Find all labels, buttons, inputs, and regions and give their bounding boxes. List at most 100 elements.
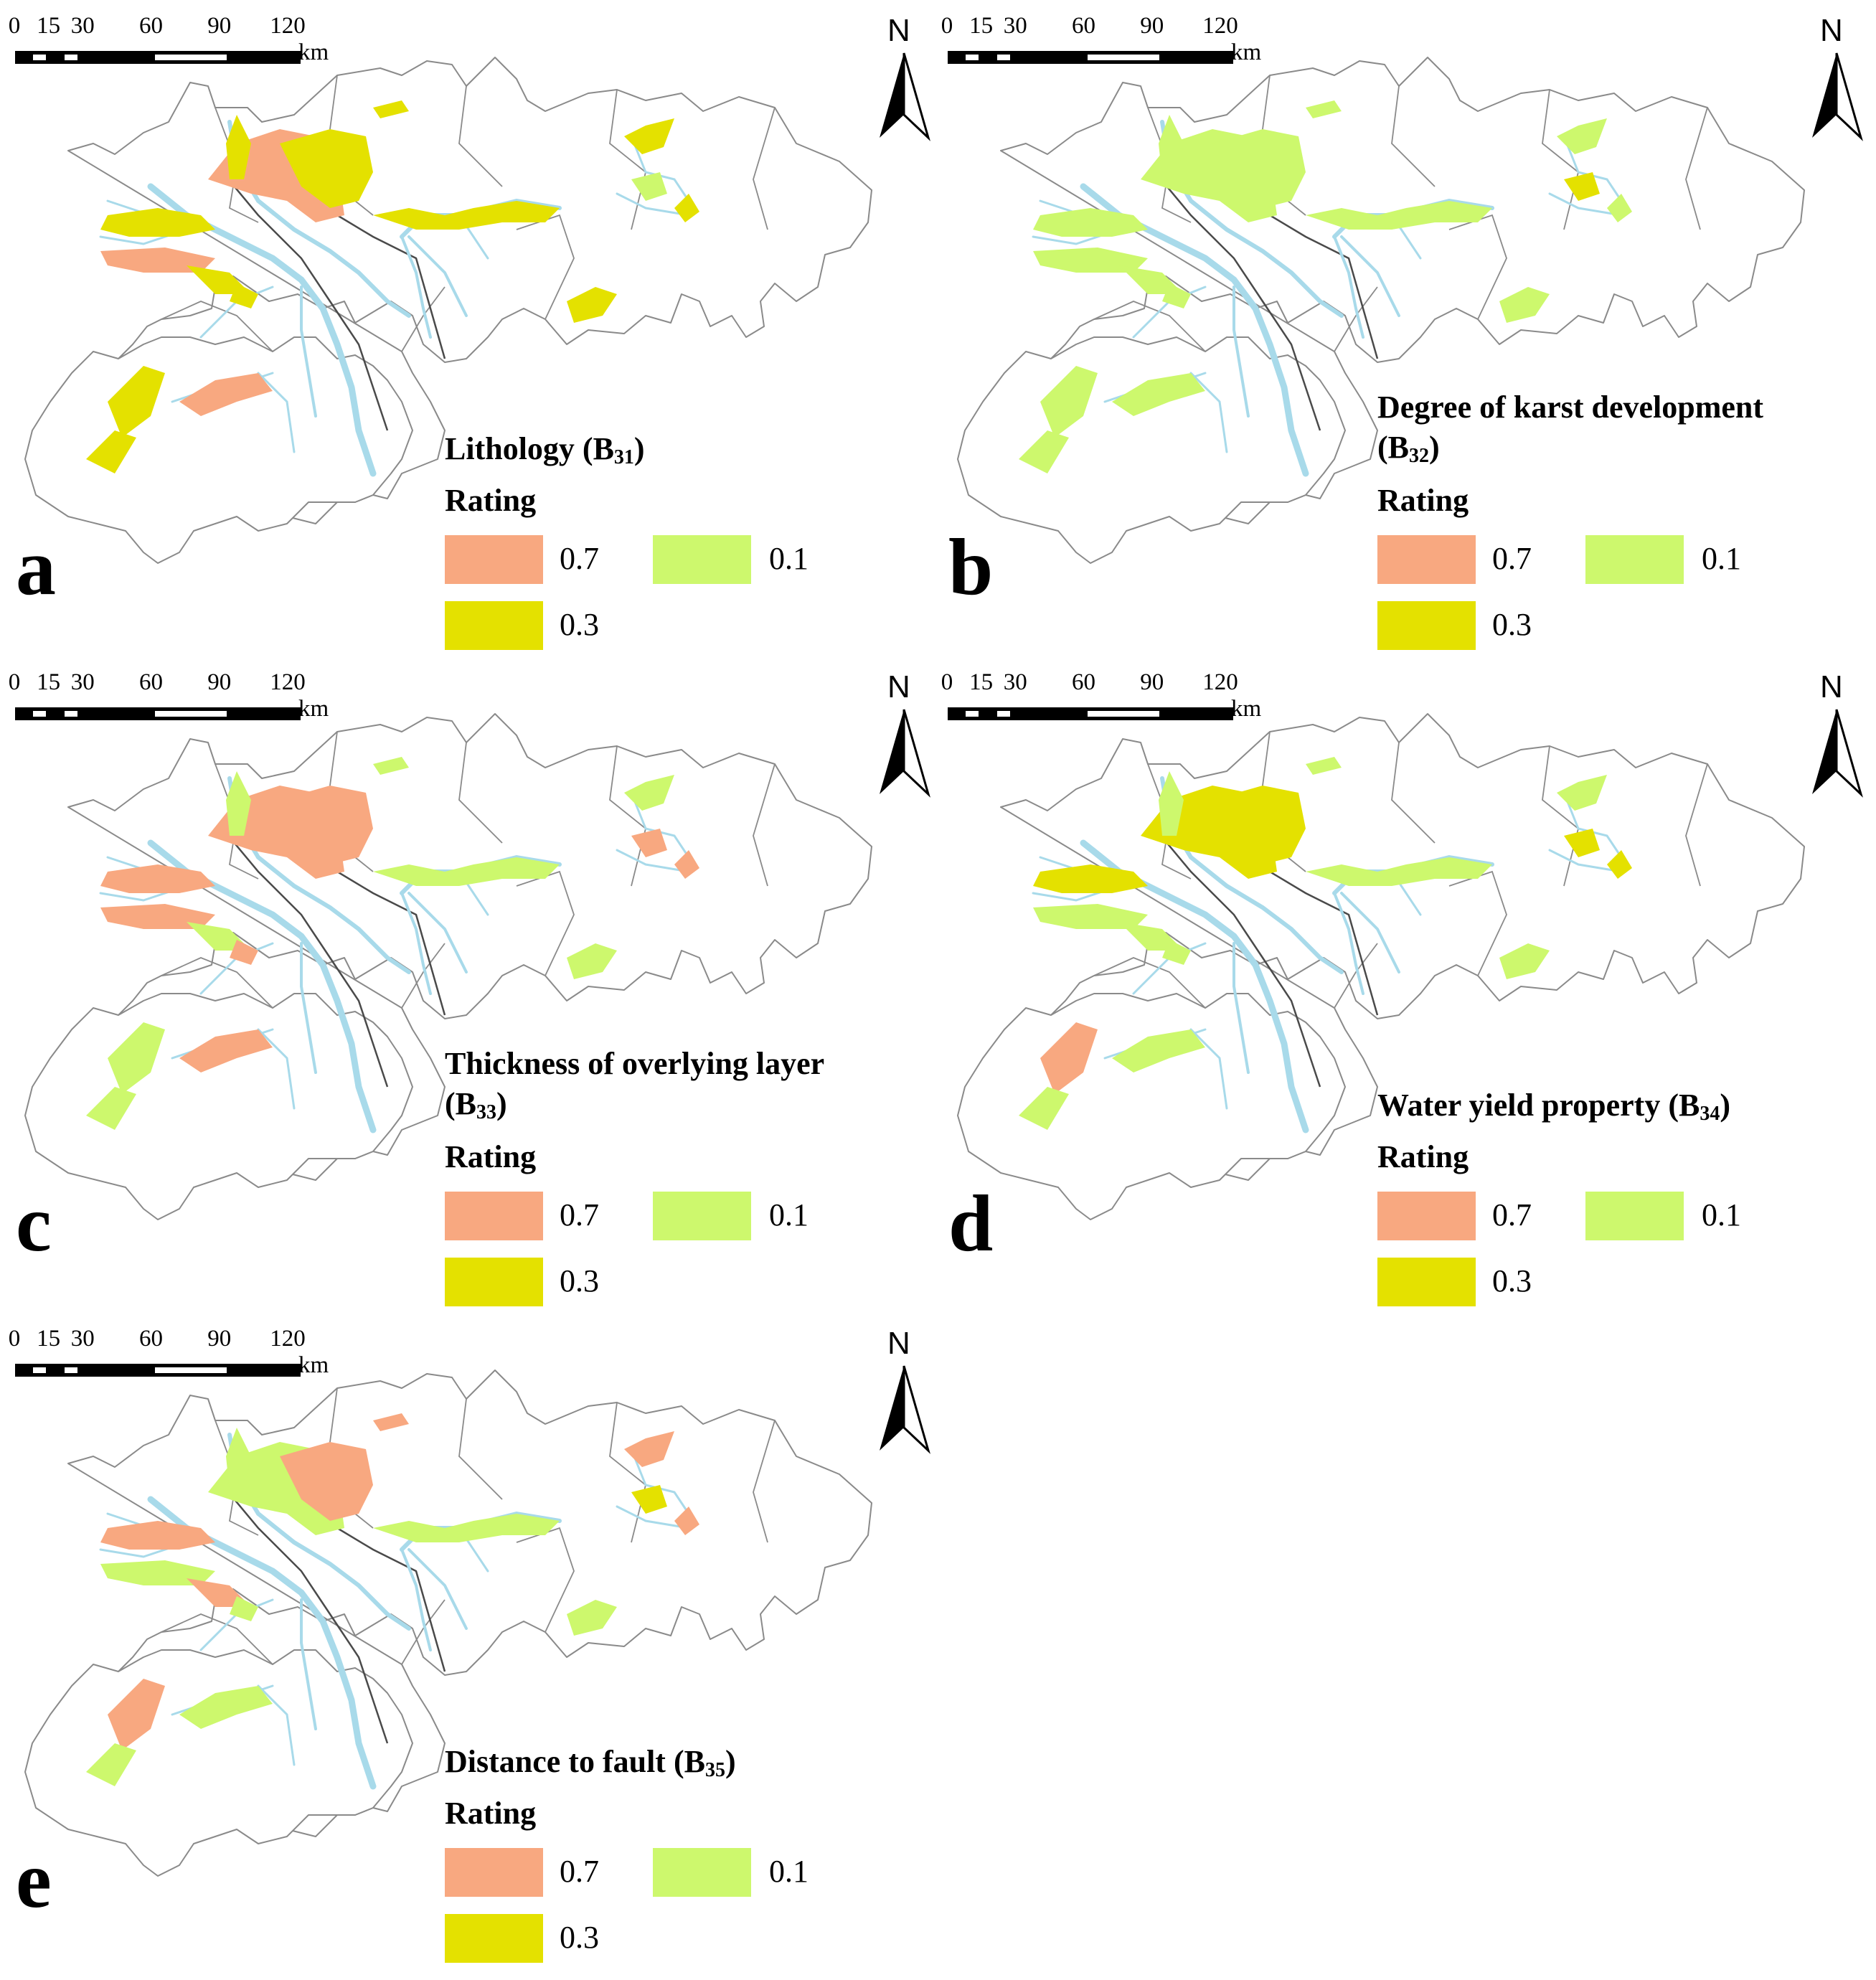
rating-zone: [1212, 786, 1306, 864]
rating-zone: [631, 829, 667, 857]
rating-zone: [100, 1521, 215, 1550]
legend-title: Distance to fault (B35): [445, 1742, 940, 1791]
panel-letter: d: [948, 1179, 994, 1268]
rating-zone: [631, 172, 667, 201]
map-canvas: [957, 713, 1805, 1220]
swatch-0-1: [1585, 535, 1684, 584]
scale-tick-label: 120: [270, 13, 306, 39]
rating-zone: [280, 786, 373, 864]
scale-bar-labels: 0 15 30 60 90 120: [9, 1326, 330, 1354]
rating-zone: [373, 100, 409, 118]
rating-zone: [1112, 1029, 1205, 1072]
scale-unit: km: [298, 696, 329, 722]
scale-tick-label: 30: [70, 13, 95, 39]
swatch-label-0-3: 0.3: [560, 1920, 599, 1955]
scale-bar: [948, 707, 1233, 720]
swatch-0-3: [1377, 601, 1476, 650]
rating-zone: [1159, 771, 1184, 836]
swatch-label-0-3: 0.3: [560, 607, 599, 642]
scale-tick-label: 0: [941, 669, 953, 695]
rating-zone: [1162, 283, 1191, 308]
rating-zone: [226, 771, 251, 836]
scale-bar: [948, 51, 1233, 64]
scale-tick-label: 15: [37, 1326, 61, 1352]
rating-zone: [100, 208, 215, 237]
swatch-label-0-3: 0.3: [560, 1263, 599, 1298]
legend-title: Lithology (B31): [445, 429, 940, 478]
swatch-label-0-7: 0.7: [560, 1197, 599, 1232]
rating-zone: [1306, 757, 1342, 775]
scale-tick-label: 30: [1003, 13, 1027, 39]
rating-label: Rating: [1377, 483, 1469, 518]
rating-zone: [108, 1679, 165, 1750]
map-panel-d: 0 15 30 60 90 120 km N d Water yield property…: [933, 656, 1870, 1313]
scale-tick-label: 60: [1071, 13, 1095, 39]
rating-zone: [373, 1413, 409, 1431]
rating-label: Rating: [1377, 1139, 1469, 1174]
legend-title-line1: Water yield property (B34): [1377, 1088, 1730, 1125]
scale-tick-label: 15: [969, 669, 994, 695]
rating-zone: [674, 850, 699, 879]
rating-zone: [1564, 172, 1600, 201]
panel-letter: e: [16, 1836, 52, 1925]
rating-zone: [187, 265, 251, 294]
map-canvas: [24, 713, 872, 1220]
rating-zones: [86, 100, 699, 473]
scale-bar-labels: 0 15 30 60 90 120: [9, 669, 330, 698]
rating-zone: [1212, 129, 1306, 208]
rating-zone: [567, 1600, 617, 1636]
swatch-0-1: [1585, 1192, 1684, 1240]
rating-zone: [100, 1560, 215, 1585]
rating-zone: [179, 373, 273, 416]
rating-zone: [1033, 208, 1148, 237]
swatch-label-0-7: 0.7: [1492, 541, 1532, 576]
rating-zone: [1607, 850, 1632, 879]
scale-unit: km: [298, 39, 329, 65]
scale-tick-label: 120: [1202, 13, 1238, 39]
rating-zone: [1306, 100, 1342, 118]
rating-zone: [230, 1596, 258, 1621]
swatch-label-0-3: 0.3: [1492, 1263, 1532, 1298]
scale-tick-label: 90: [207, 669, 232, 695]
swatch-0-3: [1377, 1258, 1476, 1306]
scale-tick-label: 60: [1071, 669, 1095, 695]
map-panel-c: 0 15 30 60 90 120 km N c Thickness of overlyi…: [0, 656, 938, 1313]
rating-zone: [1119, 265, 1184, 294]
scale-bar-labels: 0 15 30 60 90 120: [941, 669, 1263, 698]
scale-tick-label: 30: [70, 669, 95, 695]
scale-tick-label: 120: [1202, 669, 1238, 695]
legend-title-line1: Distance to fault (B35): [445, 1744, 736, 1781]
rating-label: Rating: [445, 483, 537, 518]
scale-tick-label: 15: [37, 13, 61, 39]
rating-zone: [1033, 864, 1148, 893]
panel-letter: a: [16, 523, 56, 612]
map-panel-a: 0 15 30 60 90 120 km N a Lithology (B31) Rati…: [0, 0, 938, 656]
north-arrow-icon: [880, 1365, 930, 1454]
scale-tick-label: 0: [8, 669, 21, 695]
rating-zones: [86, 757, 699, 1130]
rating-zone: [1159, 115, 1184, 179]
rating-zone: [280, 129, 373, 208]
rating-zone: [86, 430, 136, 473]
swatch-0-1: [653, 1848, 751, 1897]
scale-tick-label: 60: [138, 669, 163, 695]
map-canvas: [24, 57, 872, 564]
rating-zone: [1019, 430, 1069, 473]
rating-zone: [100, 904, 215, 929]
swatch-label-0-7: 0.7: [1492, 1197, 1532, 1232]
rating-zone: [624, 1431, 674, 1467]
legend-title-line1: Degree of karst development: [1377, 390, 1764, 425]
rating-zone: [187, 1578, 251, 1607]
rating-zone: [100, 248, 215, 273]
map-panel-b: 0 15 30 60 90 120 km N b Degree of karst deve…: [933, 0, 1870, 656]
swatch-label-0-7: 0.7: [560, 541, 599, 576]
legend-title: Water yield property (B34): [1377, 1085, 1872, 1134]
rating-zone: [108, 366, 165, 438]
map-canvas: [24, 1370, 872, 1877]
swatch-0-7: [1377, 535, 1476, 584]
north-label: N: [1820, 669, 1843, 704]
legend-title-line1: Thickness of overlying layer: [445, 1046, 825, 1081]
rating-zone: [567, 943, 617, 979]
rating-zone: [674, 194, 699, 222]
rating-label: Rating: [445, 1139, 537, 1174]
